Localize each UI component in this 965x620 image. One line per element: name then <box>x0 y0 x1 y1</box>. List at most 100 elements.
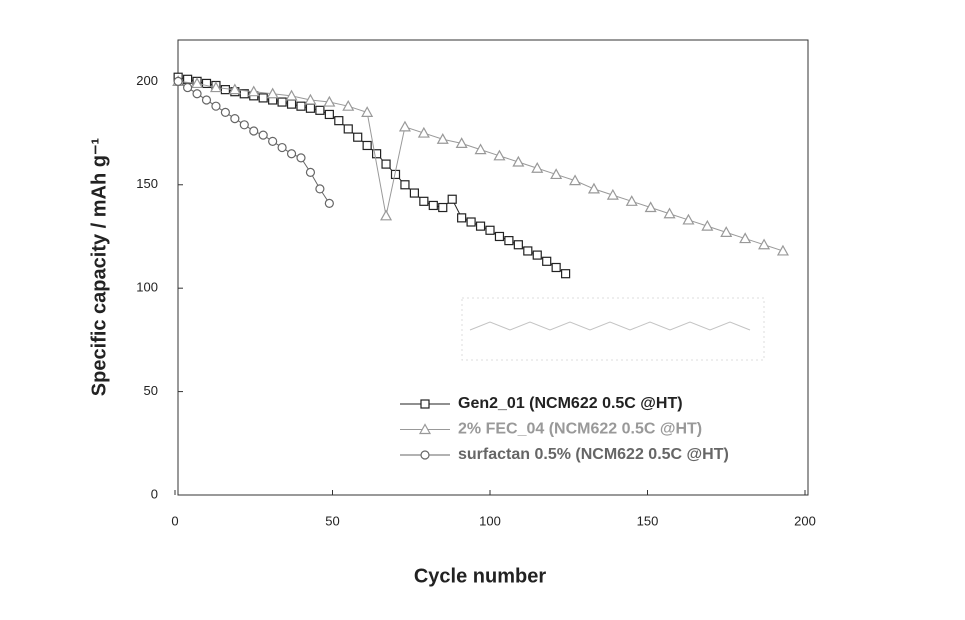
marker <box>372 149 382 159</box>
y-tick-label: 200 <box>136 73 158 88</box>
marker <box>323 95 336 107</box>
plot-frame <box>177 39 809 496</box>
marker <box>663 207 676 219</box>
marker <box>324 198 334 208</box>
marker <box>513 240 523 250</box>
marker <box>466 217 476 227</box>
marker <box>644 201 657 213</box>
marker <box>304 93 317 105</box>
marker <box>258 93 268 103</box>
marker <box>286 99 297 109</box>
marker <box>220 107 230 117</box>
marker <box>474 143 487 155</box>
legend-label: 2% FEC_04 (NCM622 0.5C @HT) <box>458 421 702 438</box>
marker <box>682 213 695 225</box>
marker <box>587 182 600 194</box>
marker <box>550 168 563 180</box>
marker <box>361 106 374 117</box>
marker <box>739 232 752 244</box>
inset-structure <box>461 297 765 361</box>
marker <box>305 167 316 177</box>
marker <box>701 219 714 231</box>
y-axis-label: Specific capacity / mAh g⁻¹ <box>88 137 110 396</box>
x-tick-label: 50 <box>325 513 339 528</box>
x-tick-label: 150 <box>637 513 659 528</box>
marker <box>493 149 506 161</box>
marker <box>560 269 571 279</box>
marker <box>447 194 457 204</box>
marker <box>569 174 582 186</box>
marker <box>201 95 212 105</box>
marker <box>342 99 355 111</box>
marker <box>428 200 438 211</box>
marker <box>247 85 260 97</box>
legend-entry: surfactan 0.5% (NCM622 0.5C @HT) <box>400 446 729 463</box>
series <box>172 75 789 256</box>
marker <box>720 226 733 237</box>
marker <box>249 126 259 136</box>
marker <box>438 202 448 213</box>
y-tick-label: 0 <box>151 486 158 501</box>
series <box>173 72 571 279</box>
marker <box>400 180 410 190</box>
marker <box>285 89 298 101</box>
marker <box>381 159 391 169</box>
marker <box>758 238 771 250</box>
marker <box>457 213 467 223</box>
marker <box>268 136 278 146</box>
marker <box>192 89 202 99</box>
marker <box>504 236 514 246</box>
marker <box>334 116 344 126</box>
x-tick-label: 200 <box>794 513 816 528</box>
marker <box>485 225 495 235</box>
marker <box>209 81 222 93</box>
marker <box>494 231 505 242</box>
marker <box>353 132 363 142</box>
marker <box>380 209 393 221</box>
legend-marker <box>420 399 430 409</box>
marker <box>531 161 544 173</box>
marker <box>606 188 619 200</box>
legend-marker <box>418 423 432 435</box>
marker <box>266 87 279 99</box>
marker <box>419 196 429 206</box>
marker <box>409 188 419 198</box>
series <box>173 76 334 208</box>
marker <box>776 244 789 256</box>
marker <box>455 137 468 149</box>
marker <box>625 195 638 206</box>
marker <box>523 246 533 256</box>
marker <box>220 85 230 95</box>
marker <box>324 109 334 120</box>
y-tick-label: 100 <box>136 280 158 295</box>
y-tick-label: 150 <box>136 176 158 191</box>
marker <box>296 153 306 163</box>
marker <box>551 262 561 273</box>
legend-label: surfactan 0.5% (NCM622 0.5C @HT) <box>458 446 729 463</box>
x-axis-label: Cycle number <box>414 565 546 587</box>
legend-label: Gen2_01 (NCM622 0.5C @HT) <box>458 395 683 412</box>
legend-marker <box>420 450 430 460</box>
marker <box>239 120 249 130</box>
marker <box>296 101 306 111</box>
marker <box>191 77 204 89</box>
marker <box>286 149 297 159</box>
marker <box>398 120 411 132</box>
marker <box>201 78 212 89</box>
marker <box>277 142 287 153</box>
x-tick-label: 100 <box>479 513 501 528</box>
marker <box>258 130 268 140</box>
marker <box>343 124 353 134</box>
marker <box>183 82 193 93</box>
marker <box>417 126 430 138</box>
marker <box>211 101 221 111</box>
marker <box>315 184 325 194</box>
marker <box>277 97 287 107</box>
marker <box>230 113 240 124</box>
marker <box>542 256 552 266</box>
marker <box>436 133 449 144</box>
marker <box>173 76 183 86</box>
marker <box>362 140 372 151</box>
marker <box>532 250 542 260</box>
marker <box>315 105 325 115</box>
